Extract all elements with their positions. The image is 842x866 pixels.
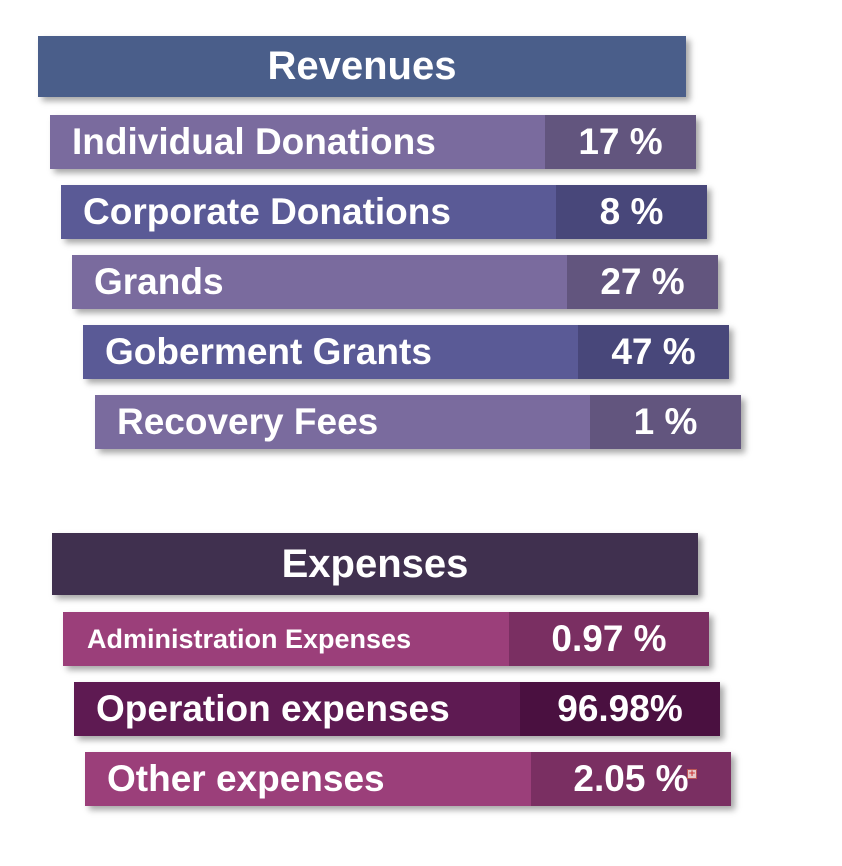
expense-value: 2.05 % [531, 752, 731, 806]
revenue-value: 8 % [556, 185, 707, 239]
revenue-label: Corporate Donations [61, 185, 556, 239]
expense-label: Other expenses [85, 752, 531, 806]
revenue-label: Goberment Grants [83, 325, 578, 379]
revenue-label: Grands [72, 255, 567, 309]
revenue-value: 17 % [545, 115, 696, 169]
expense-row-other: Other expenses 2.05 % [85, 752, 731, 806]
expense-label: Administration Expenses [63, 612, 509, 666]
revenue-row-individual-donations: Individual Donations 17 % [50, 115, 696, 169]
revenues-title: Revenues [267, 44, 457, 88]
revenue-label: Recovery Fees [95, 395, 590, 449]
revenues-header: Revenues [38, 36, 686, 97]
expense-row-administration: Administration Expenses 0.97 % [63, 612, 709, 666]
revenue-row-goberment-grants: Goberment Grants 47 % [83, 325, 729, 379]
revenue-value: 1 % [590, 395, 741, 449]
expenses-header: Expenses [52, 533, 698, 595]
revenue-row-recovery-fees: Recovery Fees 1 % [95, 395, 741, 449]
expense-value: 0.97 % [509, 612, 709, 666]
expenses-title: Expenses [281, 541, 469, 586]
revenue-row-grands: Grands 27 % [72, 255, 718, 309]
small-plus-icon: + [687, 768, 697, 779]
revenue-label: Individual Donations [50, 115, 545, 169]
revenue-value: 47 % [578, 325, 729, 379]
expense-row-operation: Operation expenses 96.98% [74, 682, 720, 736]
revenue-row-corporate-donations: Corporate Donations 8 % [61, 185, 707, 239]
expense-label: Operation expenses [74, 682, 520, 736]
expense-value: 96.98% [520, 682, 720, 736]
revenue-value: 27 % [567, 255, 718, 309]
